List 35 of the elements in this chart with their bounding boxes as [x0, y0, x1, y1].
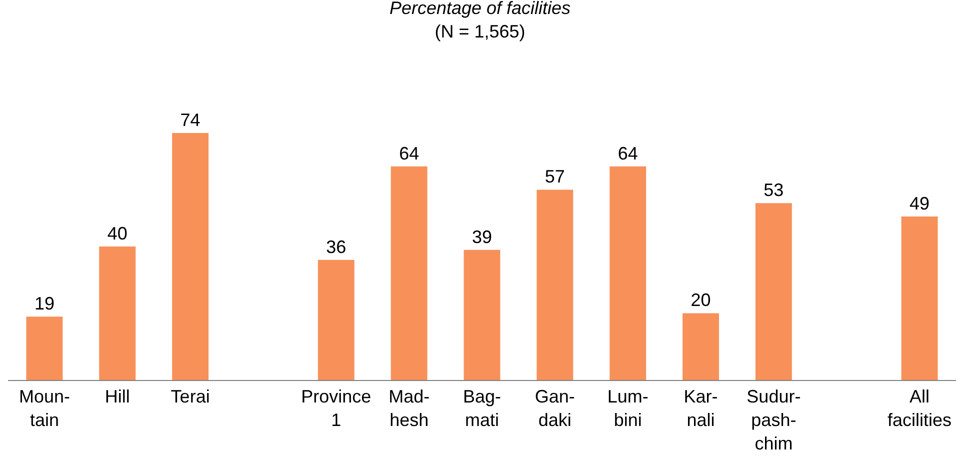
data-label: 64	[618, 143, 638, 164]
bar	[318, 260, 354, 380]
x-tick-label: Moun- tain	[18, 386, 70, 430]
chart-subtitle: (N = 1,565)	[434, 22, 526, 42]
x-tick-label: Mad- hesh	[388, 386, 430, 430]
x-tick-label: Sudur- pash- chim	[746, 386, 801, 454]
data-label: 53	[764, 180, 784, 200]
x-tick-label: Hill	[104, 386, 130, 407]
x-tick-label: Province 1	[301, 386, 372, 430]
data-label: 74	[180, 110, 200, 130]
x-tick-label: Terai	[170, 386, 210, 407]
x-tick-label: All facilities	[888, 386, 952, 430]
bar	[610, 166, 646, 380]
data-label: 36	[326, 236, 346, 257]
chart-title: Percentage of facilities	[389, 0, 571, 18]
bar	[464, 250, 500, 380]
data-label: 19	[34, 294, 54, 314]
x-tick-label: Gan- daki	[534, 386, 575, 430]
bar	[26, 316, 63, 380]
bar	[172, 133, 209, 380]
data-label: 49	[910, 193, 930, 214]
bar	[390, 166, 428, 380]
data-label: 40	[107, 223, 128, 244]
bar	[901, 216, 938, 380]
bar	[536, 190, 574, 380]
bar	[755, 203, 792, 380]
bar	[682, 313, 719, 380]
data-label: 20	[690, 290, 711, 310]
bar	[99, 246, 136, 380]
data-label: 64	[399, 143, 420, 164]
x-tick-label: Kar- nali	[684, 386, 718, 430]
data-label: 39	[472, 226, 492, 247]
data-label: 57	[544, 166, 565, 187]
x-tick-label: Bag- mati	[462, 386, 502, 430]
x-tick-label: Lum- bini	[607, 386, 648, 430]
